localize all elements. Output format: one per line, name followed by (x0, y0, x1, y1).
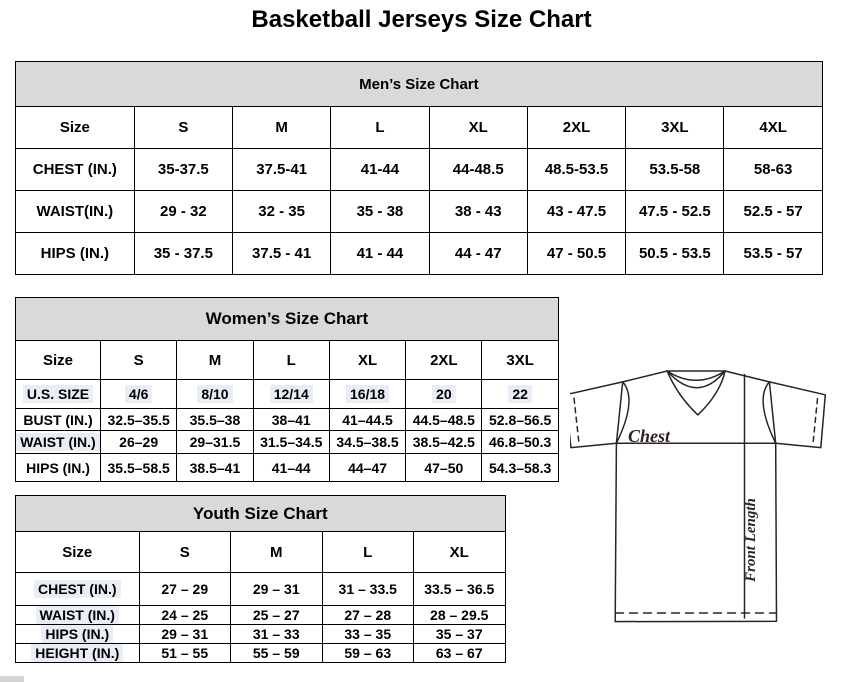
svg-text:Chest: Chest (628, 426, 671, 446)
svg-text:Front Length: Front Length (743, 498, 759, 583)
